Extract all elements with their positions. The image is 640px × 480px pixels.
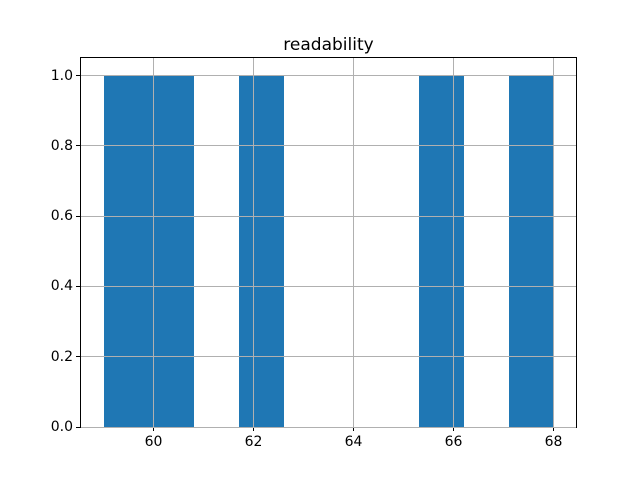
y-tick-label: 0.4 (50, 278, 73, 295)
histogram-bar (238, 75, 284, 427)
x-tick-label: 60 (144, 434, 163, 450)
y-tick-label: 0.2 (50, 348, 73, 365)
x-gridline (253, 58, 254, 427)
histogram-bar (148, 75, 194, 427)
x-gridline (153, 58, 154, 427)
histogram-bar (508, 75, 554, 427)
y-tick-label: 0.8 (50, 137, 73, 154)
x-tick-mark (253, 427, 254, 431)
x-gridline (453, 58, 454, 427)
chart-title: readability (283, 35, 374, 55)
y-tick-mark (76, 75, 80, 77)
y-tick-label: 0.0 (50, 419, 73, 435)
x-tick-mark (453, 427, 454, 431)
x-tick-mark (553, 427, 554, 431)
x-tick-label: 66 (444, 434, 463, 450)
y-tick-mark (76, 215, 80, 217)
y-tick-mark (76, 426, 80, 428)
x-gridline (353, 58, 354, 427)
x-tick-mark (153, 427, 154, 431)
y-gridline (81, 356, 576, 358)
histogram-bar (418, 75, 464, 427)
y-tick-mark (76, 356, 80, 358)
ticks-layer: 60 62 64 66 68 0.0 0.2 0.4 0.6 0.8 1.0 (51, 58, 576, 450)
y-gridline (81, 285, 576, 287)
y-gridline (81, 75, 576, 77)
gridlines-layer (81, 58, 576, 428)
x-tick-label: 62 (244, 434, 263, 450)
x-tick-label: 64 (344, 434, 363, 450)
bars-layer (81, 58, 576, 427)
y-tick-mark (76, 145, 80, 147)
histogram-bar (103, 75, 149, 427)
y-tick-label: 1.0 (50, 67, 73, 84)
x-gridline (553, 58, 554, 427)
y-gridline (81, 145, 576, 147)
x-tick-mark (353, 427, 354, 431)
y-tick-mark (76, 285, 80, 287)
plot-area: 60 62 64 66 68 0.0 0.2 0.4 0.6 0.8 1.0 (51, 57, 577, 450)
y-gridline (81, 426, 576, 428)
y-gridline (81, 215, 576, 217)
x-tick-label: 68 (544, 434, 563, 450)
y-tick-label: 0.6 (50, 208, 73, 225)
